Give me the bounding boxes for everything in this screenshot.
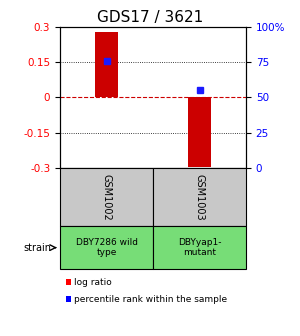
Text: strain: strain [23,243,51,253]
Text: DBYyap1-
mutant: DBYyap1- mutant [178,238,221,257]
Text: GSM1003: GSM1003 [194,174,205,220]
Text: DBY7286 wild
type: DBY7286 wild type [76,238,137,257]
Text: GDS17 / 3621: GDS17 / 3621 [97,10,203,25]
Text: log ratio: log ratio [74,278,112,287]
Bar [188,97,211,167]
Bar [95,32,118,97]
Text: percentile rank within the sample: percentile rank within the sample [74,295,227,303]
Text: GSM1002: GSM1002 [101,174,112,221]
